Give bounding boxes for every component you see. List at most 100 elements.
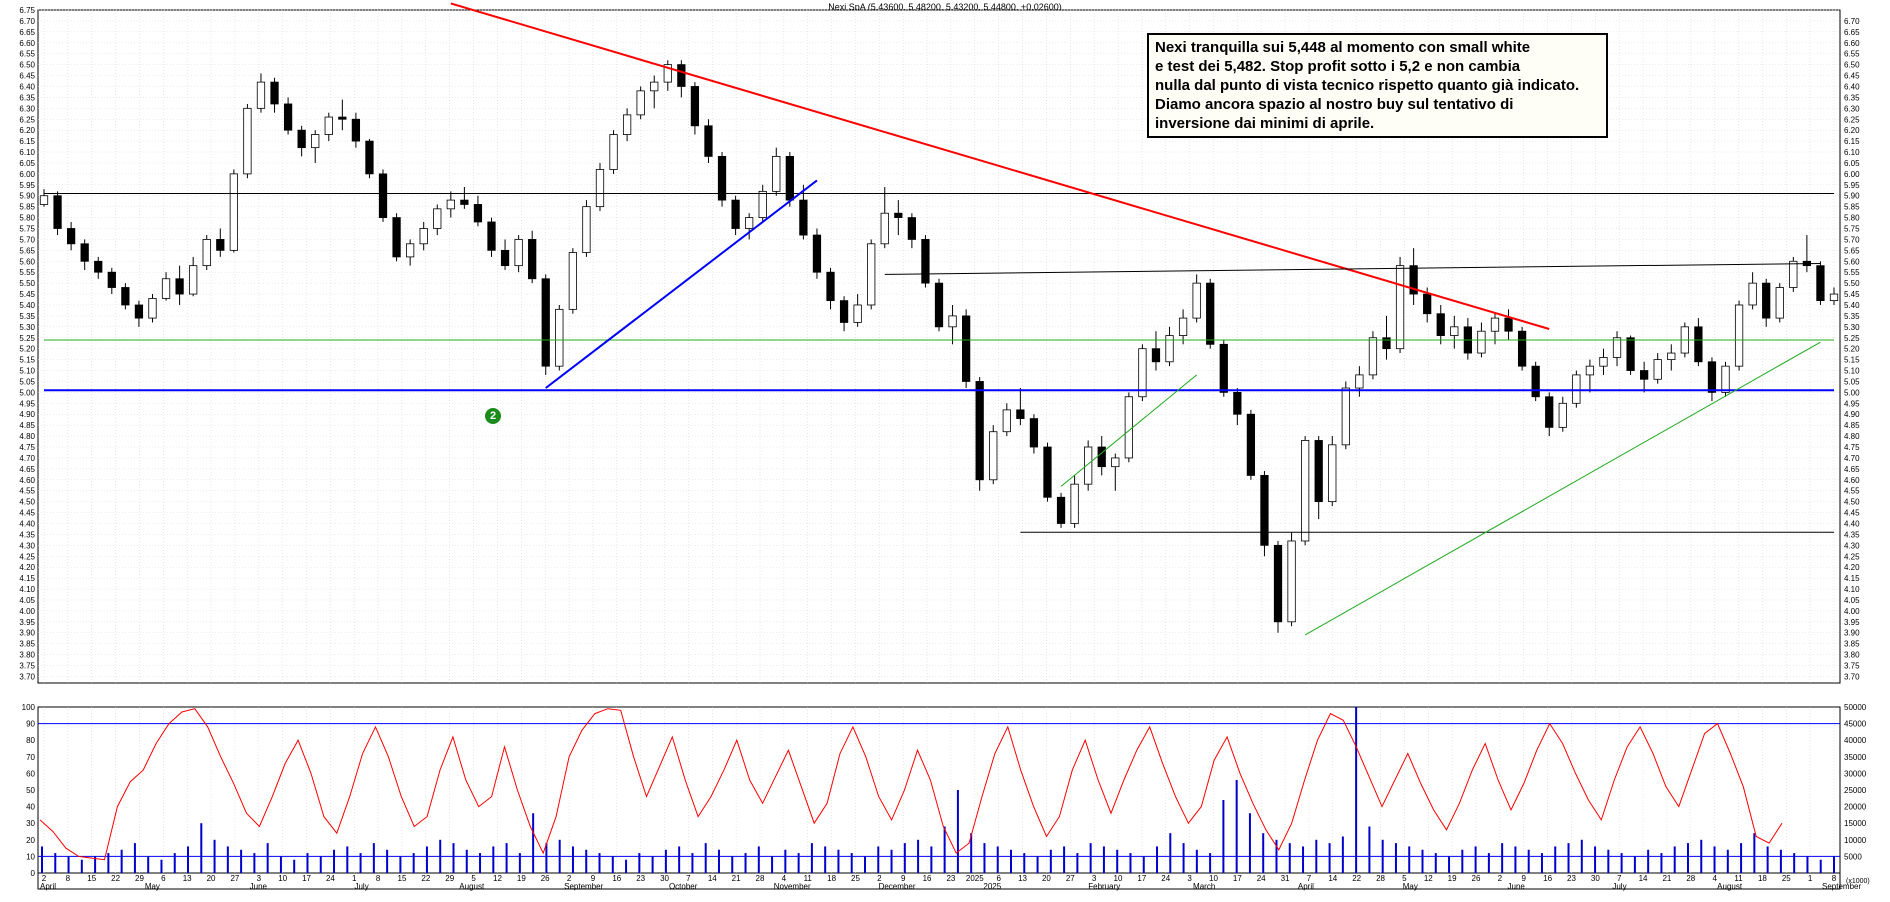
price-tick-label: 5.75: [19, 225, 35, 234]
candle-down: [921, 239, 930, 284]
month-tick-label: December: [879, 882, 916, 891]
price-tick-label-right: 3.75: [1844, 662, 1860, 671]
price-tick-label-right: 6.45: [1844, 72, 1860, 81]
day-tick-label: 31: [1281, 874, 1290, 883]
volume-tick-label: 30000: [1844, 769, 1867, 778]
price-tick-label-right: 5.30: [1844, 323, 1860, 332]
candle-up: [1667, 352, 1676, 361]
price-tick-label: 4.05: [19, 596, 35, 605]
price-tick-label: 5.20: [19, 345, 35, 354]
price-tick-label: 4.10: [19, 585, 35, 594]
month-tick-label: 2025: [983, 882, 1001, 891]
price-tick-label: 5.00: [19, 388, 35, 397]
candle-down: [1816, 265, 1825, 302]
oscillator-panel: [37, 706, 1841, 874]
price-tick-label-right: 6.35: [1844, 93, 1860, 102]
price-tick-label-right: 6.60: [1844, 39, 1860, 48]
price-tick-label: 4.15: [19, 574, 35, 583]
price-tick-label-right: 5.60: [1844, 257, 1860, 266]
candle-up: [1355, 374, 1364, 389]
day-tick-label: 15: [398, 874, 407, 883]
candle-down: [351, 118, 361, 142]
price-tick-label: 3.70: [19, 672, 35, 681]
volume-unit-label: (x1000): [1846, 878, 1870, 885]
month-tick-label: September: [564, 882, 603, 891]
chart-title: Nexi SpA (5.43600, 5.48200, 5.43200, 5.4…: [828, 2, 1062, 12]
day-tick-label: 9: [1522, 874, 1527, 883]
candle-down: [1762, 282, 1771, 319]
day-tick-label: 2025: [966, 874, 984, 883]
month-tick-label: March: [1193, 882, 1215, 891]
price-tick-label-right: 5.75: [1844, 225, 1860, 234]
candle-down: [121, 287, 130, 306]
candle-up: [1612, 337, 1622, 358]
price-tick-label: 4.55: [19, 487, 35, 496]
price-tick-label: 4.75: [19, 443, 35, 452]
day-tick-label: 2: [42, 874, 47, 883]
day-tick-label: 28: [1686, 874, 1695, 883]
candle-down: [1151, 348, 1161, 363]
note-line-4: Diamo ancora spazio al nostro buy sul te…: [1155, 96, 1514, 113]
candle-up: [880, 212, 889, 245]
price-tick-label-right: 6.65: [1844, 28, 1860, 37]
candle-down: [107, 271, 116, 288]
candle-up: [1789, 260, 1798, 288]
day-tick-label: 13: [1018, 874, 1027, 883]
price-tick-label-right: 4.25: [1844, 552, 1860, 561]
day-tick-label: 20: [1042, 874, 1051, 883]
price-tick-label: 3.80: [19, 651, 35, 660]
day-tick-label: 12: [493, 874, 502, 883]
candle-down: [717, 155, 727, 201]
candle-down: [1043, 446, 1052, 498]
price-tick-label: 5.70: [19, 235, 35, 244]
price-tick-label: 6.25: [19, 115, 35, 124]
day-tick-label: 5: [471, 874, 476, 883]
price-tick-label-right: 3.80: [1844, 651, 1860, 660]
candle-down: [216, 239, 225, 251]
candle-up: [406, 243, 415, 258]
day-tick-label: 3: [1092, 874, 1097, 883]
price-tick-label: 4.70: [19, 454, 35, 463]
candle-down: [365, 140, 374, 175]
candle-down: [1545, 396, 1554, 428]
candle-down: [1694, 326, 1703, 363]
candle-down: [826, 271, 835, 302]
price-tick-label: 4.30: [19, 541, 35, 550]
day-tick-label: 29: [445, 874, 454, 883]
candle-down: [1517, 330, 1527, 367]
price-tick-label: 5.05: [19, 377, 35, 386]
day-tick-label: 10: [278, 874, 287, 883]
day-tick-label: 18: [827, 874, 836, 883]
oscillator-tick-label: 50: [26, 786, 35, 795]
day-tick-label: 15: [87, 874, 96, 883]
month-tick-label: May: [1403, 882, 1418, 891]
day-tick-label: 23: [636, 874, 645, 883]
candle-up: [622, 114, 632, 135]
month-tick-label: June: [250, 882, 268, 891]
month-tick-label: February: [1088, 882, 1120, 891]
day-tick-label: 22: [111, 874, 120, 883]
day-tick-label: 16: [1543, 874, 1552, 883]
oscillator-tick-label: 0: [31, 869, 36, 878]
price-tick-label-right: 4.20: [1844, 563, 1860, 572]
candle-down: [1097, 446, 1106, 468]
day-tick-label: 30: [1591, 874, 1600, 883]
candle-down: [1626, 337, 1635, 371]
candle-up: [1341, 387, 1350, 446]
candle-up: [148, 298, 157, 319]
candle-up: [202, 239, 211, 267]
price-tick-label-right: 5.20: [1844, 345, 1860, 354]
day-tick-label: 28: [1376, 874, 1385, 883]
candle-down: [487, 221, 496, 251]
day-tick-label: 14: [1328, 874, 1337, 883]
price-tick-label: 5.40: [19, 301, 35, 310]
price-tick-label: 3.85: [19, 640, 35, 649]
month-tick-label: April: [1298, 882, 1314, 891]
price-tick-label: 6.20: [19, 126, 35, 135]
oscillator-tick-label: 60: [26, 769, 35, 778]
candle-up: [1165, 335, 1174, 363]
price-tick-label: 3.75: [19, 662, 35, 671]
day-tick-label: 26: [541, 874, 550, 883]
volume-tick-label: 10000: [1844, 836, 1867, 845]
price-tick-label-right: 3.70: [1844, 672, 1860, 681]
